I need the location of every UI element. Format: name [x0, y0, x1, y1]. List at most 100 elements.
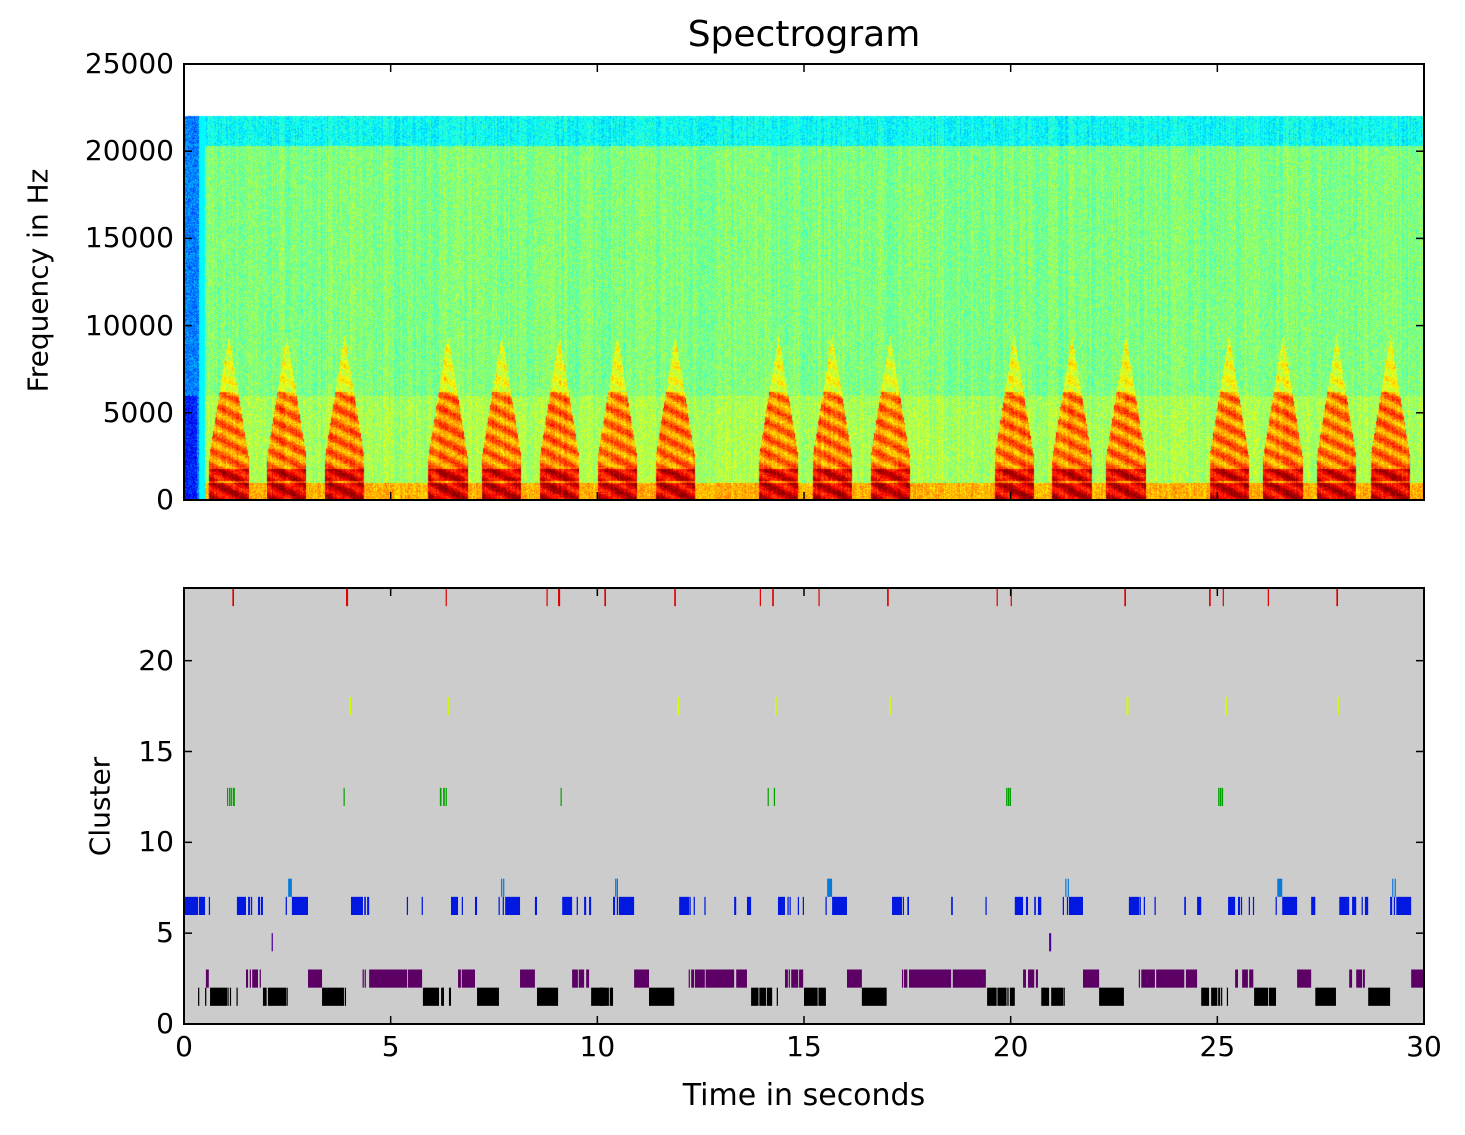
cluster-event [1339, 896, 1350, 915]
cluster-event [775, 697, 777, 716]
cluster-event [226, 787, 229, 806]
cluster-event [445, 787, 447, 806]
cluster-event [229, 787, 231, 806]
cluster-event [615, 878, 617, 897]
cluster-event [257, 896, 261, 915]
cluster-event [616, 878, 618, 897]
cluster-event [546, 588, 548, 607]
cluster-event [184, 896, 199, 915]
cluster-event [232, 787, 235, 806]
cluster-event [477, 987, 499, 1006]
cluster-event [1051, 987, 1064, 1006]
cluster-event [346, 588, 349, 607]
cluster-event [773, 787, 776, 806]
cluster-event [1254, 987, 1269, 1006]
cluster-event [902, 896, 905, 915]
cluster-event [262, 987, 267, 1006]
cluster-event [1185, 969, 1198, 988]
cluster-event [520, 969, 535, 988]
cluster-event [443, 787, 445, 806]
cluster-event [1006, 787, 1008, 806]
cluster-event [1062, 896, 1064, 915]
cluster-series-12 [226, 787, 1224, 806]
cluster-event [589, 896, 592, 915]
cluster-event [634, 969, 649, 988]
cluster-event [498, 896, 500, 915]
cluster-event [1138, 969, 1140, 988]
cluster-event [448, 987, 452, 1006]
cluster-event [1362, 969, 1365, 988]
cluster-event [618, 896, 635, 915]
cluster-event [1352, 896, 1357, 915]
cluster-event [1037, 896, 1042, 915]
cluster-xlabel: Time in seconds [682, 1078, 926, 1113]
cluster-event [572, 969, 578, 988]
cluster-event [1368, 987, 1391, 1006]
cluster-xtick-label: 25 [1199, 1030, 1236, 1063]
cluster-event [230, 787, 232, 806]
cluster-event [1068, 896, 1083, 915]
cluster-event [210, 987, 227, 1006]
spectrogram-ytick-label: 15000 [84, 221, 174, 255]
spectrogram-ytick-label: 25000 [84, 47, 174, 80]
cluster-event [229, 987, 232, 1006]
cluster-event [616, 896, 618, 915]
spectrogram-ytick-label: 0 [156, 483, 174, 516]
cluster-event [1252, 896, 1255, 915]
cluster-event [689, 896, 691, 915]
cluster-event [1007, 987, 1009, 1006]
cluster-event [1007, 787, 1010, 806]
cluster-event [458, 969, 461, 988]
cluster-event [1049, 933, 1052, 952]
cluster-series-17 [349, 697, 1339, 716]
cluster-event [562, 896, 573, 915]
cluster-event [1361, 896, 1363, 915]
cluster-event [367, 896, 370, 915]
cluster-event [1222, 588, 1224, 607]
cluster-event [439, 787, 442, 806]
cluster-event [271, 933, 273, 952]
cluster-event [691, 969, 695, 988]
cluster-series-7 [288, 878, 1396, 897]
cluster-event [1154, 896, 1156, 915]
spectrogram-ytick-label: 5000 [102, 395, 174, 429]
cluster-event [784, 969, 788, 988]
cluster-event [362, 969, 364, 988]
cluster-event [1221, 787, 1224, 806]
cluster-event [1226, 987, 1229, 1006]
cluster-ytick-label: 20 [138, 643, 174, 677]
cluster-event [406, 896, 409, 915]
cluster-event [584, 896, 587, 915]
cluster-event [236, 896, 246, 915]
cluster-event [907, 896, 909, 915]
cluster-event [736, 969, 747, 988]
cluster-event [802, 896, 804, 915]
cluster-event [677, 697, 680, 716]
cluster-event [441, 987, 444, 1006]
cluster-event [904, 969, 908, 988]
cluster-event [461, 969, 475, 988]
cluster-event [1336, 588, 1339, 607]
cluster-event [364, 969, 366, 988]
cluster-event [804, 987, 818, 1006]
cluster-event [501, 878, 503, 897]
cluster-event [604, 588, 607, 607]
cluster-event [259, 969, 261, 988]
cluster-event [198, 987, 200, 1006]
cluster-event [1364, 896, 1369, 915]
cluster-event [246, 969, 249, 988]
cluster-event [227, 987, 229, 1006]
spectrogram-image [184, 64, 1424, 500]
cluster-series-4 [271, 933, 1052, 952]
cluster-xtick-label: 5 [381, 1030, 400, 1063]
cluster-event [408, 969, 423, 988]
cluster-event [349, 697, 351, 716]
cluster-event [1242, 969, 1248, 988]
cluster-event [1099, 987, 1124, 1006]
cluster-event [1009, 987, 1013, 1006]
cluster-event [759, 588, 761, 607]
cluster-event [901, 969, 904, 988]
cluster-event [1297, 969, 1312, 988]
cluster-event [705, 969, 735, 988]
cluster-event [344, 987, 347, 1006]
